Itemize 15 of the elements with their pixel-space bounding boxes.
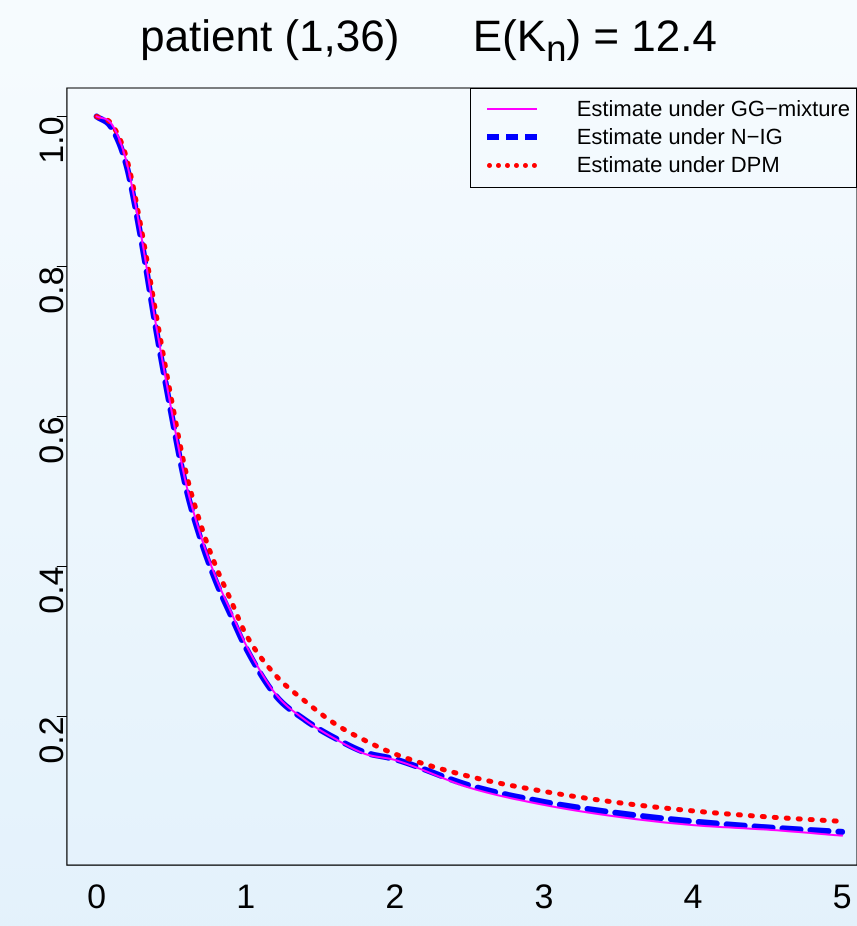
x-tick-label: 5 [832, 878, 852, 916]
y-tick-label: 1.0 [33, 116, 72, 164]
legend-label: Estimate under N−IG [576, 124, 783, 150]
x-tick-label: 4 [684, 878, 702, 916]
chart-title: patient (1,36) E(K$_{n}$) = 12.4 [139, 12, 718, 70]
legend-label: Estimate under DPM [576, 152, 780, 178]
y-tick-label: 0.2 [33, 716, 72, 764]
y-tick-label: 0.4 [33, 566, 72, 614]
x-tick-label: 2 [385, 878, 404, 916]
x-tick-label: 1 [236, 878, 256, 916]
legend-label: Estimate under GG−mixture [576, 96, 850, 122]
y-tick-label: 0.8 [33, 266, 72, 314]
x-tick-label: 3 [534, 878, 554, 916]
x-tick-label: 0 [87, 878, 106, 916]
y-tick-label: 0.6 [33, 416, 72, 464]
